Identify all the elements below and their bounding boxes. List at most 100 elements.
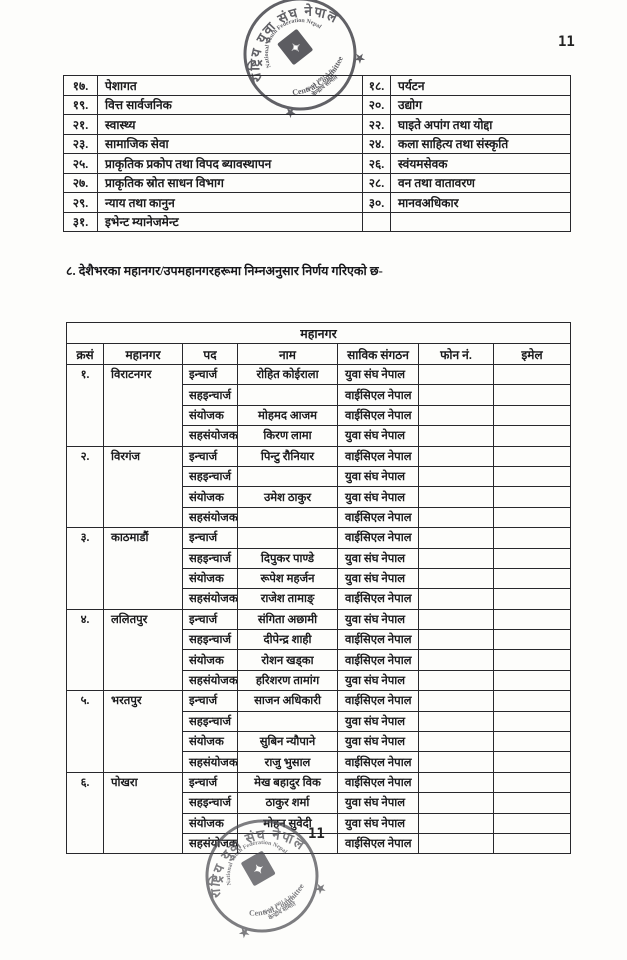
cell-org: युवा संघ नेपाल — [337, 363, 419, 386]
cell-org: युवा संघ नेपाल — [337, 567, 419, 590]
cell-email — [492, 404, 572, 427]
cell-org: वाईसिएल नेपाल — [337, 832, 419, 855]
dept-num: २२. — [362, 114, 391, 135]
dept-num: २३. — [63, 133, 98, 154]
cell-city: ललितपुर — [103, 608, 183, 692]
cell-name: किरण लामा — [237, 425, 338, 447]
cell-email — [492, 608, 572, 631]
dept-num — [362, 211, 391, 232]
dept-num: १७. — [63, 75, 98, 96]
cell-position: सहइन्चार्ज — [182, 384, 238, 406]
cell-phone — [418, 527, 494, 549]
cell-phone — [418, 649, 494, 671]
cell-org: वाईसिएल नेपाल — [337, 649, 419, 671]
cell-phone — [418, 384, 494, 406]
table-row: १. विराटनगर इन्चार्ज रोहित कोईराला युवा … — [66, 363, 572, 447]
column-header-email: इमेल — [492, 343, 572, 365]
cell-position: सहइन्चार्ज — [182, 465, 238, 488]
cell-sn: ४. — [66, 608, 104, 692]
cell-email — [492, 384, 572, 406]
dept-num: २९. — [63, 192, 98, 213]
column-header-sn: क्रसं — [66, 343, 104, 365]
dept-label: कला साहित्य तथा संस्कृति — [390, 133, 571, 154]
table-row: सहसंयोजक राजु भुसाल वाईसिएल नेपाल — [67, 751, 572, 773]
dept-num: २४. — [362, 133, 391, 154]
svg-text:Central Committee: Central Committee — [245, 878, 310, 926]
cell-name: सुबिन न्यौपाने — [237, 731, 338, 753]
dept-num: १९. — [63, 94, 98, 115]
dept-label: पर्यटन — [390, 75, 571, 96]
cell-city: विराटनगर — [103, 364, 183, 447]
column-header-position: पद — [182, 343, 238, 365]
cell-phone — [418, 588, 494, 610]
cell-name: संगिता अछामी — [237, 608, 338, 631]
cell-city: काठमाडौं — [103, 527, 183, 610]
cell-org: युवा संघ नेपाल — [337, 731, 419, 753]
cell-email — [492, 751, 572, 773]
cell-name: राजेश तामाङ् — [237, 588, 338, 610]
table-row: क्रसं महानगर पद नाम साविक संगठन फोन नं. … — [66, 343, 572, 365]
cell-name — [237, 527, 338, 549]
cell-org: युवा संघ नेपाल — [337, 425, 419, 447]
cell-position: संयोजक — [182, 649, 238, 671]
cell-position: सहइन्चार्ज — [182, 792, 238, 814]
dept-num: ३०. — [362, 192, 391, 213]
cell-email — [492, 649, 572, 671]
cell-position: सहसंयोजक — [182, 669, 238, 692]
cell-name — [237, 384, 338, 406]
cell-position: सहसंयोजक — [182, 506, 238, 529]
dept-label: न्याय तथा कानुन — [97, 192, 363, 213]
cell-org: वाईसिएल नेपाल — [337, 506, 419, 529]
cell-name: राजु भुसाल — [237, 751, 338, 773]
cell-org: वाईसिएल नेपाल — [337, 629, 419, 651]
cell-position: इन्चार्ज — [182, 363, 238, 386]
cell-phone — [418, 629, 494, 651]
cell-city: विरगंज — [103, 445, 183, 529]
table-row: ३. काठमाडौं इन्चार्ज वाईसिएल नेपाल — [66, 527, 572, 610]
cell-phone — [418, 425, 494, 447]
cell-email — [492, 771, 572, 794]
cell-position: सहइन्चार्ज — [182, 710, 238, 733]
cell-name: साजन अधिकारी — [237, 690, 338, 712]
table-row: सहइन्चार्ज युवा संघ नेपाल — [67, 710, 572, 733]
federation-logo-icon — [241, 851, 276, 886]
dept-num: २७. — [63, 172, 98, 193]
cell-phone — [418, 506, 494, 529]
cell-org: युवा संघ नेपाल — [337, 547, 419, 569]
cell-org: युवा संघ नेपाल — [337, 465, 419, 488]
cell-name — [237, 506, 338, 529]
cell-email — [492, 445, 572, 467]
cell-email — [492, 669, 572, 692]
cell-email — [492, 506, 572, 529]
cell-phone — [418, 812, 494, 834]
cell-email — [492, 547, 572, 569]
dept-label: उद्योग — [390, 94, 571, 115]
cell-city: भरतपुर — [103, 690, 183, 773]
table-row: सहसंयोजक वाईसिएल नेपाल — [67, 506, 572, 529]
cell-email — [492, 690, 572, 712]
cell-phone — [418, 751, 494, 773]
dept-label: स्वास्थ्य — [97, 114, 363, 135]
table-row: सहइन्चार्ज दीपेन्द्र शाही वाईसिएल नेपाल — [67, 629, 572, 651]
cell-name: रूपेश महर्जन — [237, 567, 338, 590]
cell-position: संयोजक — [182, 404, 238, 427]
table-row: २१. स्वास्थ्य २२. घाइते अपांग तथा योद्दा — [63, 114, 571, 135]
cell-email — [492, 812, 572, 834]
cell-sn: १. — [66, 364, 104, 447]
column-header-org: साविक संगठन — [337, 343, 419, 365]
cell-name: ठाकुर शर्मा — [237, 792, 338, 814]
cell-org: वाईसिएल नेपाल — [337, 690, 419, 712]
cell-name: दिपुकर पाण्डे — [237, 547, 338, 569]
cell-name — [237, 465, 338, 488]
dept-label: मानवअधिकार — [390, 192, 571, 213]
dept-label: वन तथा वातावरण — [390, 172, 571, 193]
cell-position: संयोजक — [182, 567, 238, 590]
cell-city: पोखरा — [103, 771, 183, 855]
cell-name: रोहित कोईराला — [237, 363, 338, 386]
cell-name: मोहमद आजम — [237, 404, 338, 427]
cell-position: सहइन्चार्ज — [182, 547, 238, 569]
cell-name: पिन्टु रौनियार — [237, 445, 338, 467]
cell-sn: ६. — [66, 771, 104, 855]
table-row: महानगर — [65, 322, 572, 344]
